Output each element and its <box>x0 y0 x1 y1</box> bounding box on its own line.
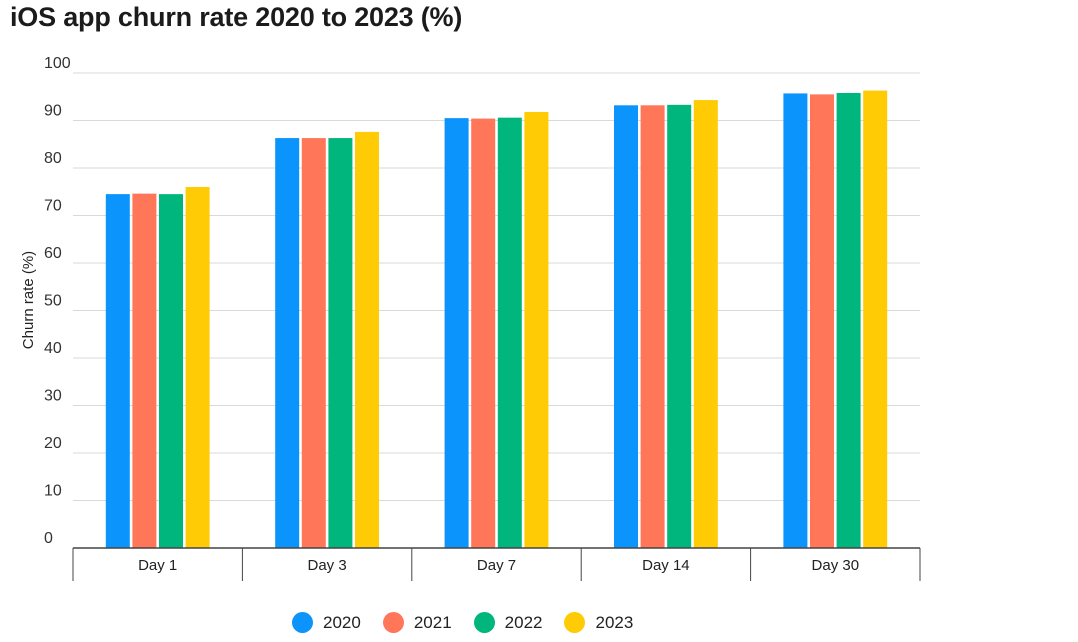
legend-swatch <box>382 612 404 633</box>
bar-2020-day-3 <box>275 138 300 548</box>
bar-2023-day-14 <box>693 100 718 548</box>
legend-item-2023: 2023 <box>564 612 633 633</box>
legend-item-2021: 2021 <box>382 612 452 633</box>
y-tick-label: 10 <box>44 483 62 500</box>
legend-swatch <box>473 612 495 633</box>
bar-2021-day-7 <box>471 118 496 548</box>
y-tick-label: 100 <box>44 55 71 72</box>
x-tick-label: Day 30 <box>812 557 860 574</box>
chart-title: iOS app churn rate 2020 to 2023 (%) <box>10 2 463 32</box>
y-axis-label: Churn rate (%) <box>20 251 37 349</box>
y-tick-label: 80 <box>44 150 62 167</box>
y-tick-label: 90 <box>44 103 62 120</box>
y-tick-label: 70 <box>44 198 62 215</box>
bar-2020-day-14 <box>614 105 638 549</box>
y-tick-label: 20 <box>44 435 62 452</box>
bar-2023-day-30 <box>863 90 888 548</box>
legend-item-2020: 2020 <box>292 612 361 633</box>
legend-label: 2023 <box>595 612 634 632</box>
gridlines <box>73 72 920 501</box>
bar-2020-day-30 <box>783 93 808 549</box>
legend-label: 2021 <box>413 612 452 632</box>
bar-2023-day-1 <box>185 187 210 548</box>
legend-label: 2022 <box>504 612 543 632</box>
bar-2021-day-3 <box>301 138 326 548</box>
bar-2022-day-1 <box>159 194 183 548</box>
bar-2023-day-3 <box>355 131 379 548</box>
bar-2020-day-1 <box>105 194 130 548</box>
bar-2022-day-14 <box>667 104 692 548</box>
y-tick-label: 60 <box>44 245 62 262</box>
legend: 2020 2021 2022 2023 <box>292 612 655 633</box>
legend-swatch <box>292 612 313 633</box>
legend-swatch <box>564 612 586 633</box>
y-axis-ticks: 0 10 20 30 40 50 60 70 80 90 100 <box>44 55 71 547</box>
bar-2020-day-7 <box>444 118 469 548</box>
bar-2022-day-30 <box>836 92 861 548</box>
bar-2023-day-7 <box>524 111 549 548</box>
x-tick-label: Day 3 <box>308 557 347 574</box>
bar-2021-day-14 <box>640 105 665 549</box>
legend-label: 2020 <box>323 612 361 632</box>
legend-item-2022: 2022 <box>473 612 543 633</box>
x-tick-label: Day 14 <box>642 557 690 574</box>
bar-2022-day-3 <box>328 138 353 548</box>
x-axis: Day 1 Day 3 Day 7 Day 14 Day 30 <box>72 547 921 581</box>
y-tick-label: 50 <box>44 293 62 310</box>
bar-2021-day-30 <box>810 94 834 548</box>
y-tick-label: 0 <box>44 530 53 547</box>
y-tick-label: 40 <box>44 340 62 357</box>
bar-2021-day-1 <box>132 193 157 548</box>
x-tick-label: Day 7 <box>477 557 516 574</box>
bars <box>105 90 888 549</box>
y-tick-label: 30 <box>44 388 62 405</box>
bar-2022-day-7 <box>497 117 522 549</box>
x-tick-label: Day 1 <box>138 557 177 574</box>
